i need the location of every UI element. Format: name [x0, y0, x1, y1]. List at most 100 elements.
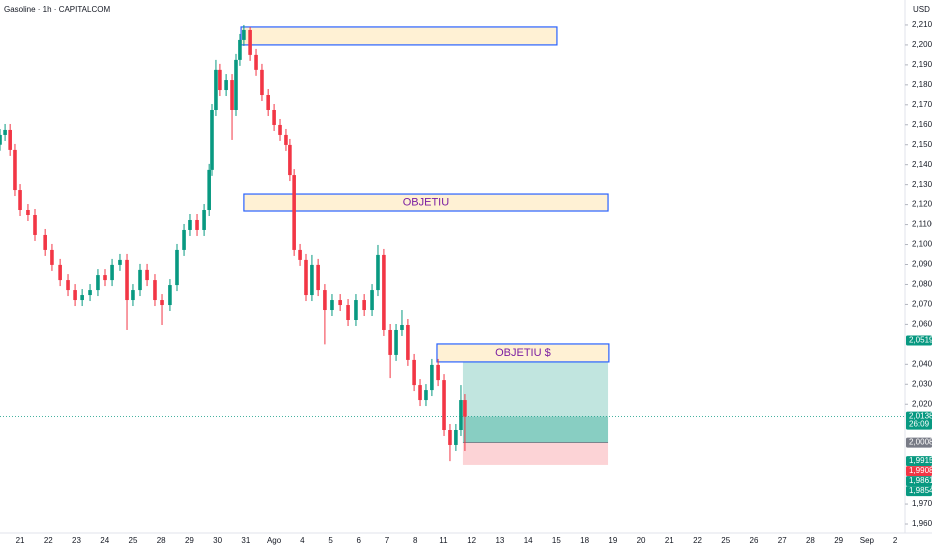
candle-body [214, 69, 218, 110]
candle-body [454, 429, 458, 445]
x-tick-label: 21 [16, 536, 25, 545]
price-tag-label: 2,0138 [909, 412, 932, 421]
x-tick-label: 4 [300, 536, 305, 545]
x-tick-label: 11 [439, 536, 448, 545]
x-tick-label: 24 [100, 536, 109, 545]
price-tag [906, 486, 932, 497]
y-tick-label: 2,0200 [912, 399, 932, 408]
price-tag [906, 411, 932, 430]
candle-body [394, 329, 398, 355]
x-tick-label: 30 [213, 536, 222, 545]
candle-body [346, 305, 350, 320]
candle-body [316, 264, 320, 291]
candle-body [33, 214, 37, 235]
candle-body [330, 300, 334, 311]
y-tick-label: 2,0300 [912, 379, 932, 388]
y-tick-label: 2,1800 [912, 80, 932, 89]
price-tag [906, 335, 932, 346]
candle-body [304, 259, 308, 296]
candle-body [0, 134, 2, 145]
price-tag-label: 1,9915 [909, 456, 932, 465]
target-zone [462, 361, 609, 443]
x-tick-label: 25 [721, 536, 730, 545]
price-tag-label: 1,9854 [909, 486, 932, 495]
candle-body [442, 380, 446, 430]
candle-body [210, 109, 214, 170]
candle-body [202, 210, 206, 230]
candle-body [153, 280, 157, 301]
x-tick-label: 22 [693, 536, 702, 545]
candle-body [430, 364, 434, 391]
candle-body [66, 280, 70, 291]
candle-body [400, 324, 404, 330]
candle-body [362, 300, 366, 311]
x-tick-label: 15 [552, 536, 561, 545]
candle-body [118, 259, 122, 265]
x-tick-label: 29 [185, 536, 194, 545]
currency: USD [913, 5, 930, 14]
candle-body [412, 359, 416, 386]
candle-body [50, 249, 54, 265]
x-tick-label: 6 [357, 536, 362, 545]
candle-body [13, 149, 17, 191]
y-tick-label: 2,0800 [912, 280, 932, 289]
x-tick-label: 27 [778, 536, 787, 545]
open-pnl-zone [462, 416, 609, 443]
x-tick-label: 7 [385, 536, 390, 545]
x-tick-label: 31 [241, 536, 250, 545]
candle-body [284, 134, 288, 145]
price-tag [906, 456, 932, 467]
candle-body [182, 229, 186, 250]
candle-body [382, 254, 386, 330]
candle-body [58, 264, 62, 281]
y-tick-label: 2,2100 [912, 20, 932, 29]
candle-body [3, 129, 7, 135]
y-tick-label: 2,2000 [912, 40, 932, 49]
x-tick-label: 19 [608, 536, 617, 545]
x-tick-label: 26 [750, 536, 759, 545]
candle-body [272, 109, 276, 125]
candle-body [168, 285, 172, 306]
candle-body [436, 364, 440, 381]
x-tick-label: 12 [467, 536, 476, 545]
y-tick-label: 2,0600 [912, 320, 932, 329]
y-tick-label: 1,9600 [912, 519, 932, 528]
candle-body [463, 400, 467, 417]
x-tick-label: 29 [834, 536, 843, 545]
candle-body [406, 324, 410, 360]
candle-body [234, 59, 238, 110]
y-tick-label: 2,1100 [912, 220, 932, 229]
candle-body [188, 219, 192, 230]
y-tick-label: 1,9700 [912, 499, 932, 508]
candle-body [418, 385, 422, 401]
price-tag-countdown: 26:09 [909, 420, 930, 429]
x-tick-label: 18 [580, 536, 589, 545]
candle-body [238, 39, 242, 60]
candle-body [88, 290, 92, 296]
x-tick-label: 14 [524, 536, 533, 545]
candle-body [388, 329, 392, 355]
candle-body [110, 264, 114, 281]
price-tag [906, 476, 932, 487]
candle-body [354, 300, 358, 320]
x-tick-label: 28 [157, 536, 166, 545]
y-tick-label: 2,1600 [912, 120, 932, 129]
candle-body [376, 254, 380, 291]
candle-body [131, 290, 135, 301]
zone-label: OBJETIU [403, 196, 450, 208]
price-tag-label: 1,9861 [909, 476, 932, 485]
price-tag-label: 2,0519 [909, 336, 932, 345]
x-tick-label: 22 [44, 536, 53, 545]
zone-box [243, 193, 609, 212]
price-tag [906, 466, 932, 477]
zone-box [240, 26, 558, 46]
y-tick-label: 2,0900 [912, 260, 932, 269]
x-tick-label: 23 [72, 536, 81, 545]
candle-body [207, 169, 211, 211]
candle-body [338, 300, 342, 306]
candle-body [224, 80, 228, 91]
candle-body [278, 124, 282, 135]
candle-body [125, 259, 129, 301]
candle-body [266, 95, 270, 110]
candle-body [254, 54, 258, 70]
